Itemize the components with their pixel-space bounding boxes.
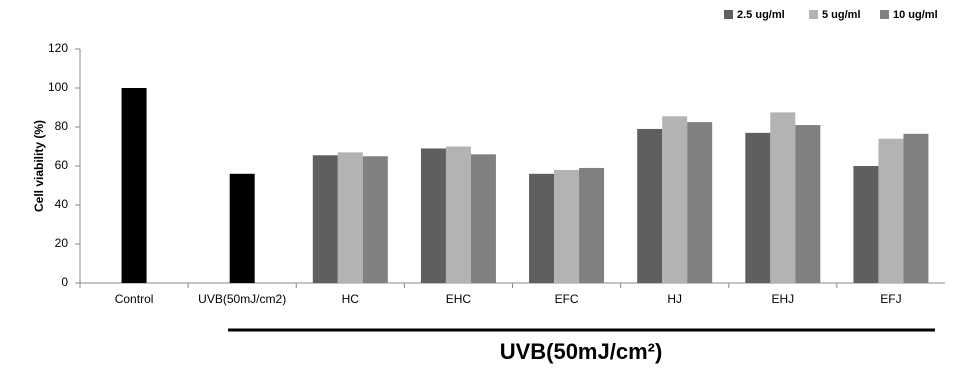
bar [554,169,580,283]
y-tick-label: 0 [61,275,68,289]
bar [312,155,338,283]
y-tick-label: 100 [48,80,68,94]
bar [770,112,796,283]
bar [878,138,904,283]
x-tick-label: UVB(50mJ/cm2) [198,292,286,306]
x-tick-label: EHC [446,292,472,306]
bar [579,167,605,283]
y-tick-label: 120 [48,41,68,55]
bar [745,132,771,283]
bar [362,156,388,283]
bar [229,173,255,283]
bar [121,88,147,283]
legend-label: 10 ug/ml [893,9,938,21]
x-tick-label: HJ [667,292,682,306]
bar [470,154,496,283]
legend-label: 5 ug/ml [822,9,861,21]
bar [795,125,821,283]
x-tick-label: EFJ [880,292,901,306]
x-tick-label: HC [342,292,360,306]
x-tick-label: EFC [555,292,579,306]
y-axis-label: Cell viability (%) [32,120,46,212]
bar [445,146,471,283]
bar [420,148,446,283]
legend-label: 2.5 ug/ml [737,9,785,21]
y-tick-label: 20 [55,236,69,250]
x-tick-label: EHJ [771,292,794,306]
bar [853,166,879,283]
bar [337,152,363,283]
bar [637,128,663,283]
bar [662,116,688,284]
bar [529,173,555,283]
legend-swatch [724,10,733,19]
y-tick-label: 80 [55,119,69,133]
y-tick-label: 60 [55,158,69,172]
annotation: UVB(50mJ/cm²) [500,339,663,364]
legend-swatch [809,10,818,19]
legend-swatch [880,10,889,19]
y-tick-label: 40 [55,197,69,211]
x-tick-label: Control [115,292,154,306]
bar [687,122,713,283]
bar [903,133,929,283]
